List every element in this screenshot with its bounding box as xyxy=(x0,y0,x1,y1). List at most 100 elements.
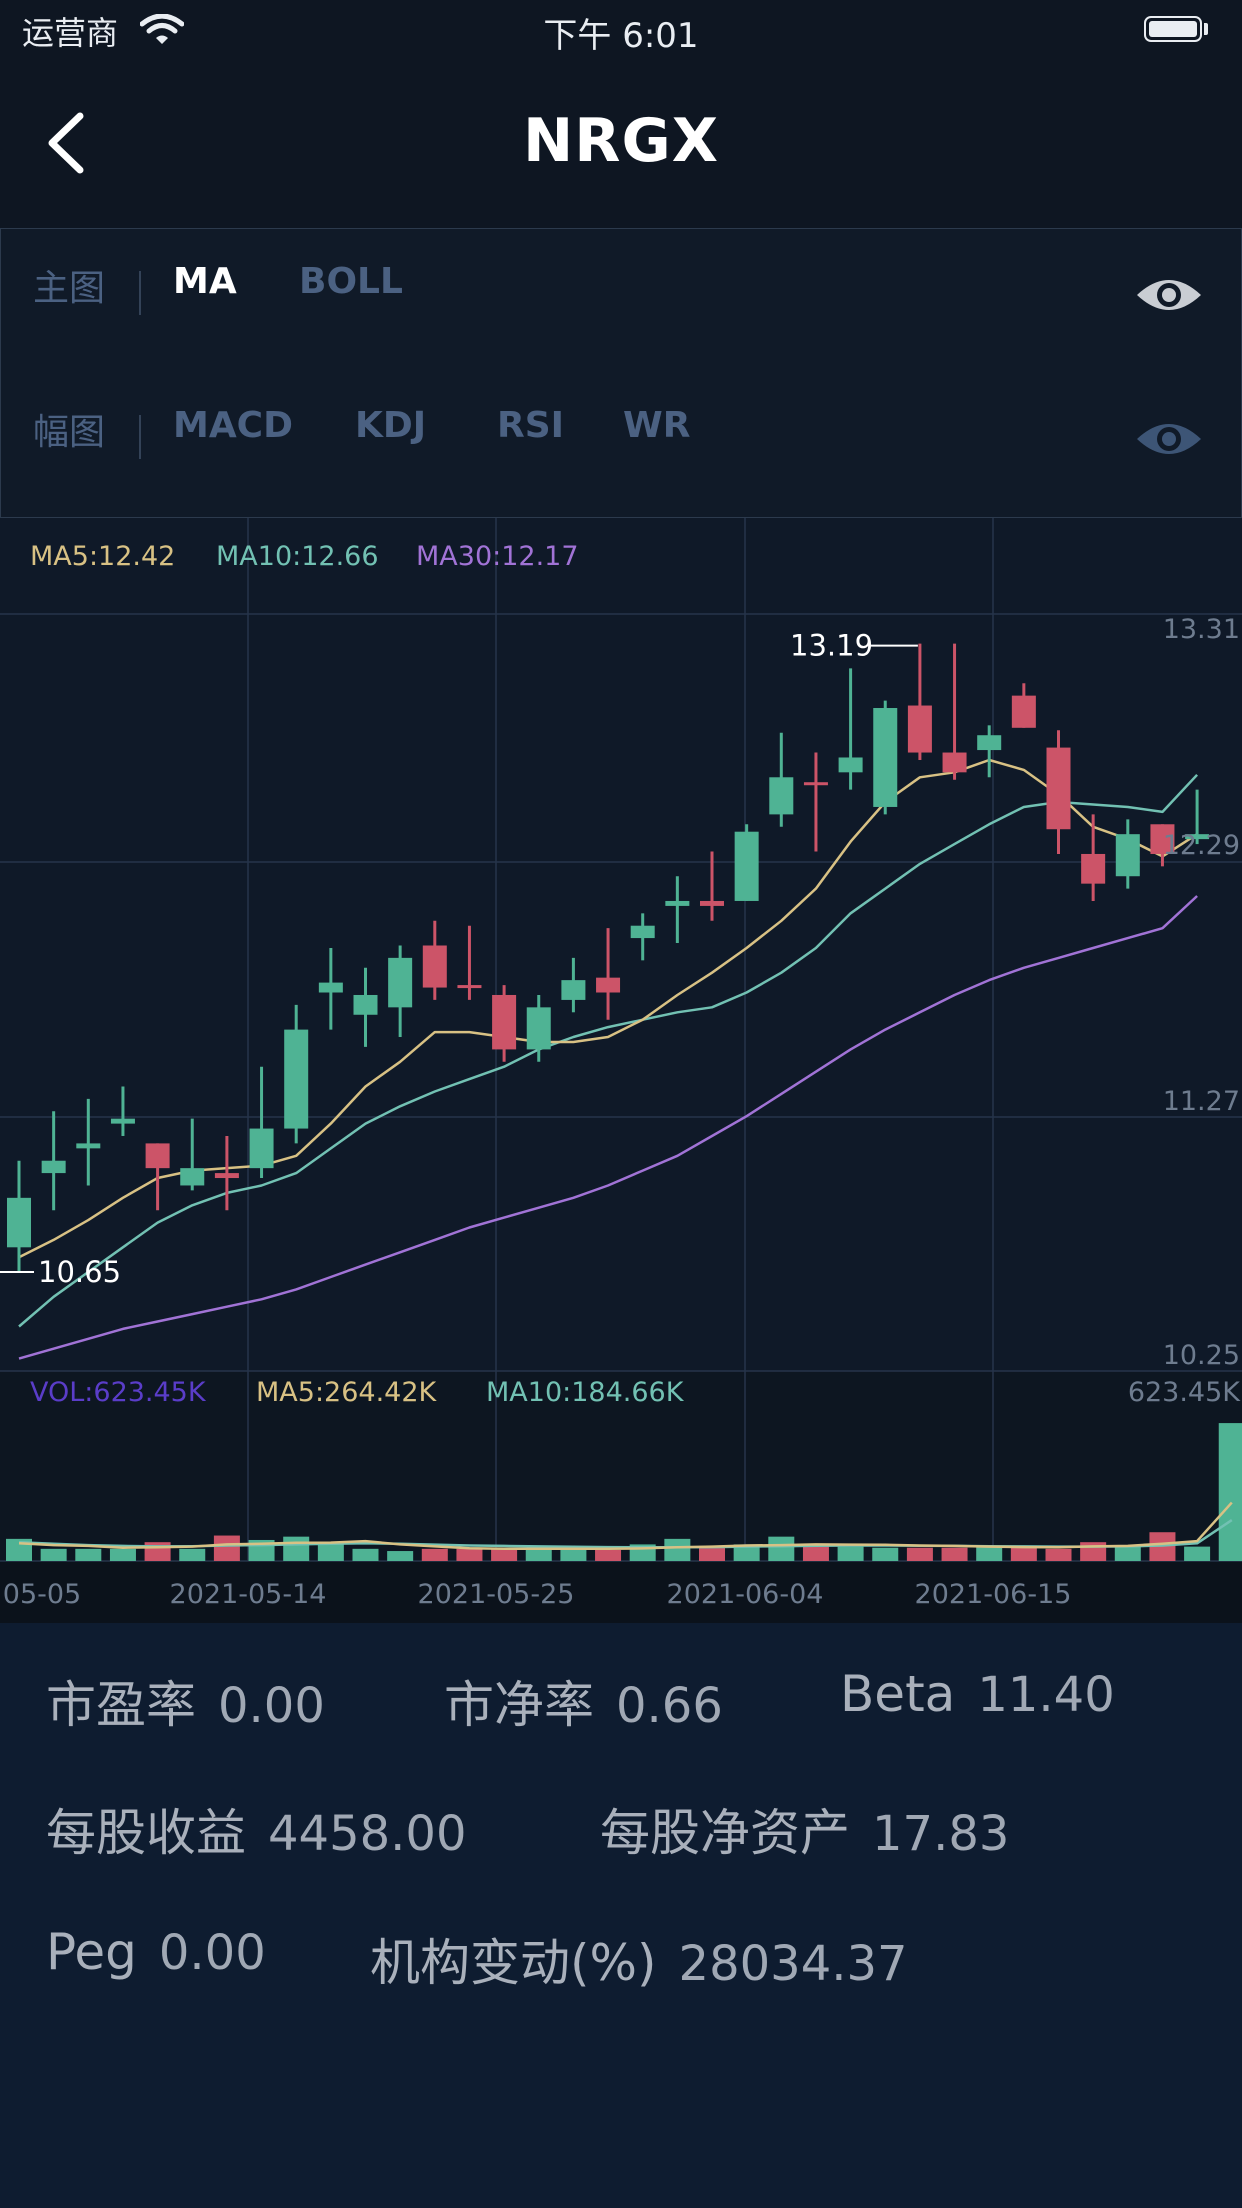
volume-bar xyxy=(1010,1547,1037,1561)
main-indicator-label: 主图 xyxy=(33,268,106,309)
candle-body xyxy=(803,782,828,786)
kline-chart[interactable]: MA5:12.42 MA10:12.66 MA30:12.17 13.31 12… xyxy=(0,518,1242,1623)
volume-bar xyxy=(1218,1423,1242,1561)
candle-body xyxy=(1011,695,1036,728)
price-tick-label: 11.27 xyxy=(1163,1086,1240,1117)
volume-bar xyxy=(421,1548,448,1561)
candle-body xyxy=(1046,747,1071,830)
volume-bar xyxy=(1080,1542,1107,1561)
stat-eps: 每股收益 4458.00 xyxy=(46,1793,467,1865)
tab-wr[interactable]: WR xyxy=(623,405,691,446)
candle-body xyxy=(561,980,586,1000)
stats-panel: 市盈率 0.00 市净率 0.66 Beta 11.40 每股收益 4458.00 每股… xyxy=(0,1623,1242,2208)
candle-body xyxy=(214,1173,239,1179)
candle-body xyxy=(596,977,621,993)
candle-body xyxy=(907,705,932,753)
sub-indicator-row: 幅图 MACD KDJ RSI WR xyxy=(1,373,1241,473)
tab-rsi[interactable]: RSI xyxy=(497,405,565,446)
tab-macd[interactable]: MACD xyxy=(173,405,293,446)
volume-bar xyxy=(213,1535,240,1561)
volume-bar xyxy=(872,1547,899,1561)
high-low-leaders xyxy=(0,644,918,1274)
tab-kdj[interactable]: KDJ xyxy=(355,405,427,446)
stat-label: 市盈率 xyxy=(46,1676,196,1734)
volume-bar xyxy=(179,1548,206,1561)
ma30-line xyxy=(18,895,1198,1360)
candle-body xyxy=(318,982,343,993)
divider xyxy=(139,271,141,315)
stat-label: Peg xyxy=(46,1923,137,1981)
stat-beta: Beta 11.40 xyxy=(840,1665,1115,1723)
candle-body xyxy=(353,994,378,1015)
page-title: NRGX xyxy=(523,106,719,176)
date-label: 2021-05-14 xyxy=(170,1579,327,1610)
candle-body xyxy=(249,1128,274,1169)
stat-value: 17.83 xyxy=(872,1806,1010,1862)
candle-body xyxy=(1150,824,1175,854)
volume-bar xyxy=(525,1549,552,1561)
candle-body xyxy=(1185,834,1210,840)
vol-ma5-legend: MA5:264.42K xyxy=(256,1377,438,1408)
stat-value: 4458.00 xyxy=(268,1806,467,1862)
ma10-legend: MA10:12.66 xyxy=(216,541,379,572)
volume-bar xyxy=(1184,1546,1211,1561)
main-indicator-row: 主图 MA BOLL xyxy=(1,229,1241,329)
vol-ma10-legend: MA10:184.66K xyxy=(486,1377,685,1408)
volume-bar xyxy=(941,1547,968,1561)
candle-body xyxy=(388,957,413,1008)
volume-bar xyxy=(595,1549,622,1561)
price-tick-label: 12.29 xyxy=(1163,830,1240,861)
volume-bar xyxy=(283,1536,310,1561)
ma5-legend: MA5:12.42 xyxy=(30,541,175,572)
stat-label: Beta xyxy=(840,1665,956,1723)
volume-bar xyxy=(1045,1548,1072,1561)
candle-body xyxy=(838,757,863,773)
vol-max-label: 623.45K xyxy=(1128,1377,1241,1408)
volume-bar xyxy=(1114,1546,1141,1561)
price-tick-label: 10.25 xyxy=(1163,1340,1240,1371)
sub-eye-icon[interactable] xyxy=(1135,417,1203,461)
volume-bar xyxy=(352,1548,379,1561)
stat-bvps: 每股净资产 17.83 xyxy=(600,1793,1009,1865)
volume-bar xyxy=(699,1547,725,1561)
back-chevron-icon[interactable] xyxy=(36,108,106,178)
status-time: 下午 6:01 xyxy=(543,16,699,56)
candle-body xyxy=(942,752,967,773)
candle-body xyxy=(422,945,447,988)
stat-label: 每股收益 xyxy=(46,1804,246,1862)
volume-bar xyxy=(317,1542,344,1561)
candle-body xyxy=(977,735,1002,751)
volume-bar xyxy=(768,1536,795,1561)
candle-body xyxy=(7,1197,31,1248)
date-label: 2021-06-15 xyxy=(915,1579,1072,1610)
volume-bar xyxy=(40,1548,67,1561)
volume-bar xyxy=(837,1546,864,1561)
carrier-label: 运营商 xyxy=(22,14,119,52)
ma5-line xyxy=(18,758,1198,1259)
high-price-label: 13.19 xyxy=(790,629,873,663)
battery-icon xyxy=(1144,16,1202,42)
candle-body xyxy=(873,708,898,807)
ma30-legend: MA30:12.17 xyxy=(416,541,579,572)
status-bar: 运营商 下午 6:01 xyxy=(0,0,1242,60)
tab-ma[interactable]: MA xyxy=(173,261,237,302)
kline-chart-svg[interactable]: MA5:12.42 MA10:12.66 MA30:12.17 13.31 12… xyxy=(0,518,1242,1623)
stat-value: 0.00 xyxy=(218,1678,325,1734)
volume-bar xyxy=(733,1544,760,1561)
volume-bar xyxy=(664,1538,691,1561)
volume-bar xyxy=(144,1542,171,1561)
indicator-panel: 主图 MA BOLL 幅图 MACD KDJ RSI WR xyxy=(0,228,1242,518)
date-label: 05-05 xyxy=(3,1579,81,1610)
candle-body xyxy=(457,985,482,989)
candles xyxy=(7,643,1210,1273)
candle-body xyxy=(665,900,690,906)
low-price-label: 10.65 xyxy=(38,1255,121,1289)
tab-boll[interactable]: BOLL xyxy=(299,261,403,302)
candle-body xyxy=(145,1143,170,1169)
vol-legend: VOL:623.45K xyxy=(30,1377,207,1408)
candle-body xyxy=(41,1160,66,1174)
volume-ma-lines xyxy=(18,1501,1233,1551)
volume-bar xyxy=(560,1548,587,1561)
chart-grid xyxy=(0,518,1242,1562)
main-eye-icon[interactable] xyxy=(1135,273,1203,317)
